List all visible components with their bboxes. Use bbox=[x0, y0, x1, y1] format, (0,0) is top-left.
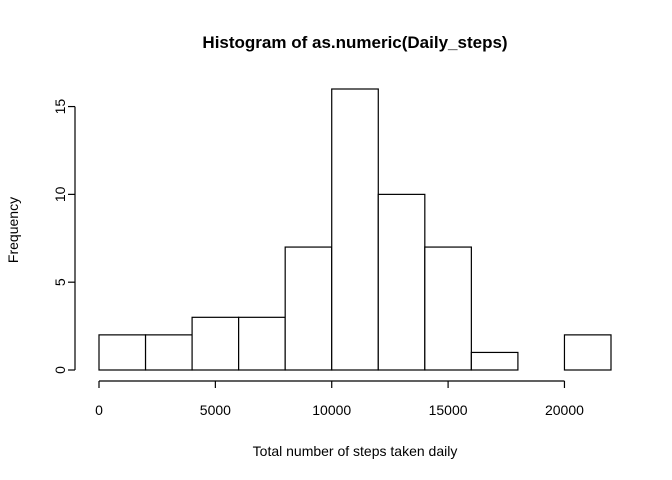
histogram-bar-2 bbox=[192, 317, 239, 370]
y-axis-label: Frequency bbox=[5, 197, 21, 263]
chart-title: Histogram of as.numeric(Daily_steps) bbox=[202, 33, 507, 52]
y-tick-label-2: 10 bbox=[52, 186, 68, 202]
x-tick-label-1: 5000 bbox=[200, 402, 231, 418]
y-tick-label-0: 0 bbox=[52, 366, 68, 374]
bars-group bbox=[99, 89, 611, 370]
x-tick-label-3: 15000 bbox=[429, 402, 468, 418]
y-tick-label-3: 15 bbox=[52, 99, 68, 115]
histogram-bar-7 bbox=[425, 247, 472, 370]
histogram-bar-10 bbox=[564, 335, 611, 370]
x-axis: 0 5000 10000 15000 20000 bbox=[95, 381, 584, 418]
x-tick-label-2: 10000 bbox=[312, 402, 351, 418]
histogram-bar-0 bbox=[99, 335, 146, 370]
histogram-bar-5 bbox=[332, 89, 379, 370]
x-tick-label-4: 20000 bbox=[545, 402, 584, 418]
histogram-bar-3 bbox=[239, 317, 286, 370]
y-axis: 0 5 10 15 bbox=[52, 99, 75, 374]
histogram-bar-4 bbox=[285, 247, 332, 370]
histogram-bar-1 bbox=[146, 335, 193, 370]
histogram-bar-6 bbox=[378, 194, 425, 370]
x-tick-label-0: 0 bbox=[95, 402, 103, 418]
y-tick-label-1: 5 bbox=[52, 278, 68, 286]
x-axis-label: Total number of steps taken daily bbox=[253, 443, 458, 459]
histogram-bar-8 bbox=[471, 352, 518, 370]
